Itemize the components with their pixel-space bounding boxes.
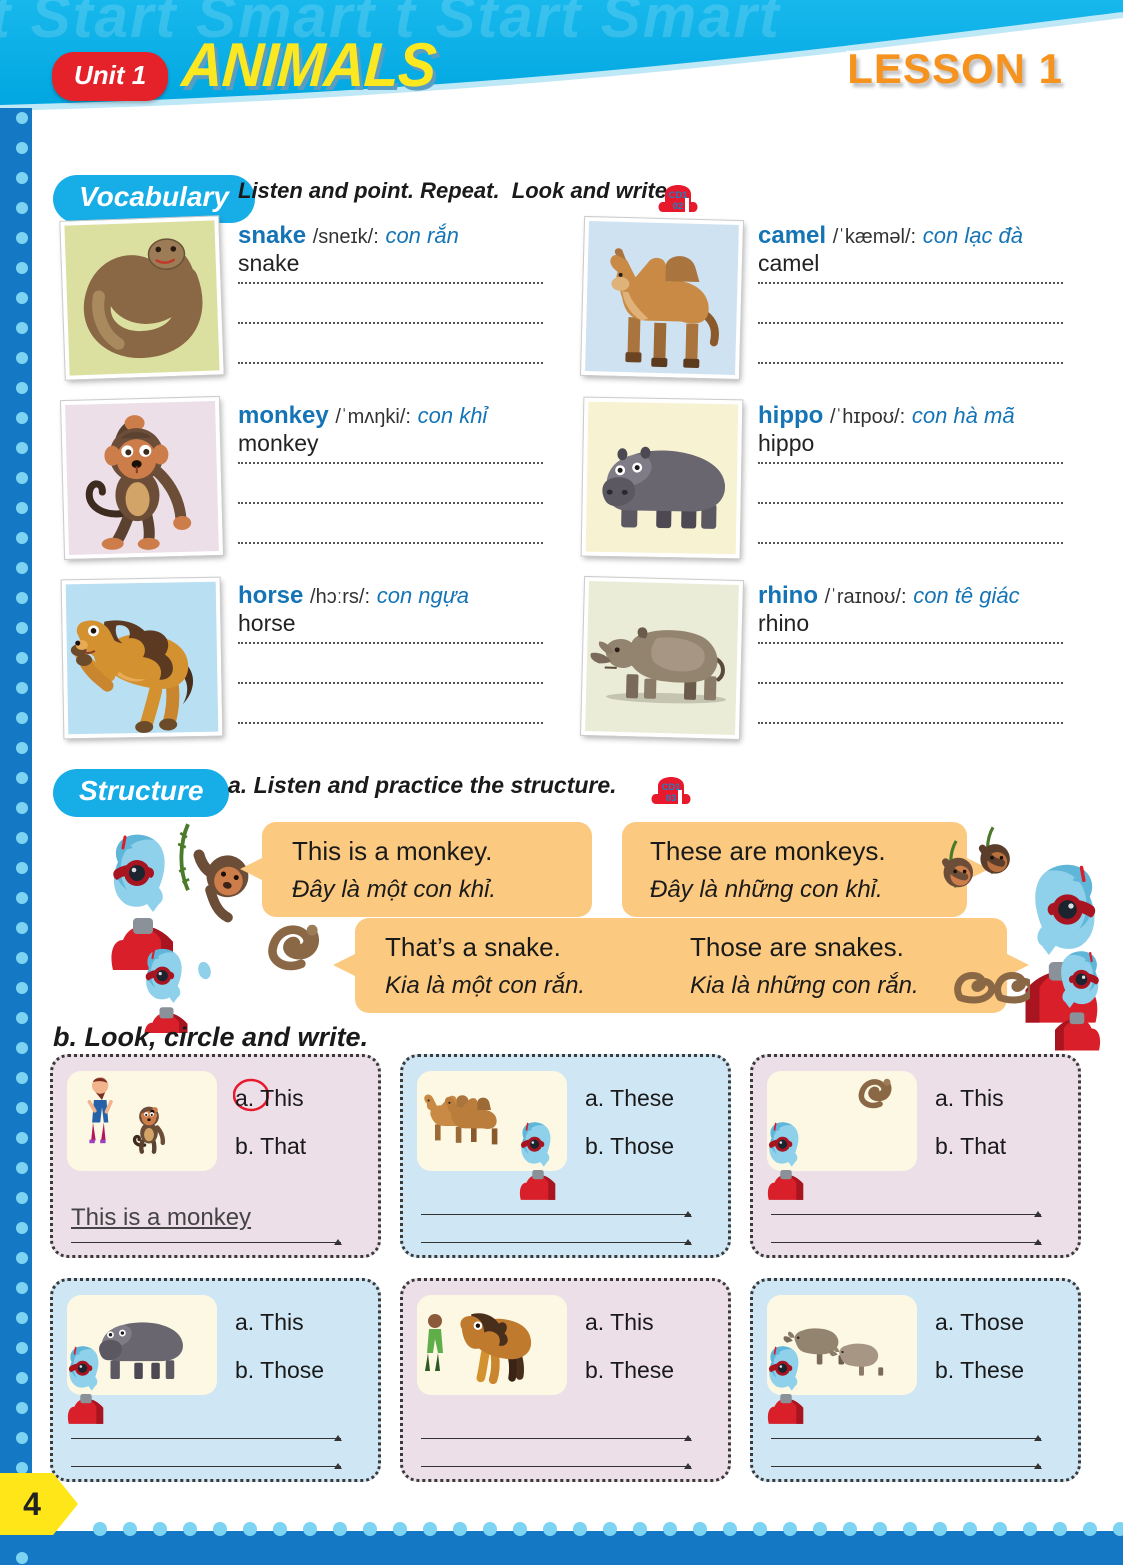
svg-text:03: 03 (666, 793, 677, 804)
svg-text:02: 02 (673, 201, 684, 212)
svg-text:CD1: CD1 (661, 782, 681, 793)
svg-text:CD1: CD1 (668, 190, 688, 201)
